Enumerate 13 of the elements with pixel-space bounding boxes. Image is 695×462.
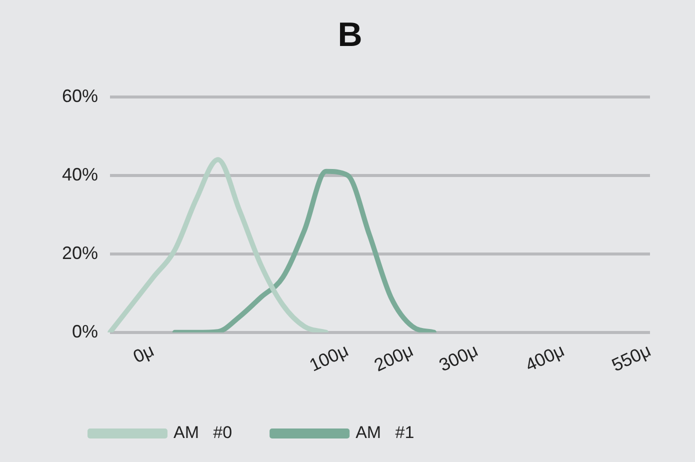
x-tick-label: 100μ — [306, 340, 352, 376]
y-tick-label: 20% — [62, 242, 98, 263]
chart-title: B — [338, 16, 362, 54]
y-tick-label: 60% — [62, 86, 98, 106]
x-tick-label: 550μ — [608, 340, 654, 376]
x-tick-label: 200μ — [371, 340, 416, 376]
y-tick-label: 40% — [62, 164, 98, 184]
legend-label: AM #0 — [174, 423, 232, 442]
x-tick-label: 0μ — [130, 340, 158, 367]
legend-label: AM #1 — [356, 423, 414, 442]
x-tick-label: 400μ — [522, 340, 568, 376]
x-tick-label: 300μ — [436, 340, 481, 376]
y-tick-label: 0% — [72, 321, 98, 342]
